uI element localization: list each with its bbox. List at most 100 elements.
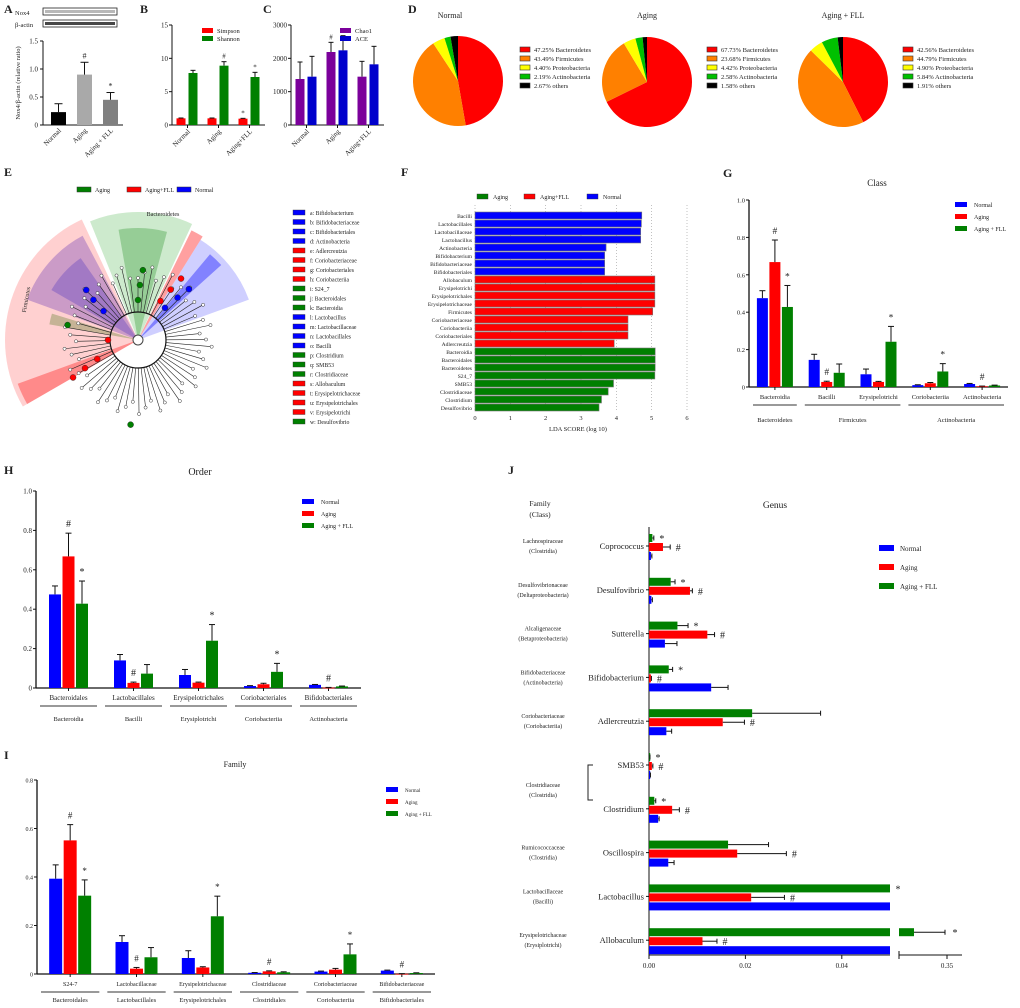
i-significance-mark: # (400, 960, 405, 970)
e-leaf-node (179, 285, 183, 290)
d-pie-slice-proteobacteria (433, 38, 458, 81)
j-x-tick-label: 0.04 (836, 962, 849, 970)
e-leaf-node (96, 400, 100, 405)
b-bar-simpson (238, 118, 248, 125)
e-key-swatch (292, 238, 306, 244)
j-bar-normal (649, 902, 890, 911)
f-legend-label: Normal (603, 195, 622, 201)
g-x-tick-label: Erysipelotrichi (859, 394, 898, 401)
g-significance-mark: * (785, 272, 790, 282)
i-bar-normal (380, 970, 394, 974)
j-bar-aging-fll (649, 709, 753, 718)
e-branch (165, 333, 200, 338)
h-bar-aging (127, 682, 140, 688)
e-leaf-node (69, 352, 74, 357)
j-family-bracket (587, 764, 593, 801)
f-bar-label: Bifidobacteriaceae (430, 261, 472, 268)
h-bar-normal (244, 686, 256, 688)
f-bar (474, 371, 656, 380)
f-bar (474, 235, 642, 244)
e-branch (155, 361, 182, 393)
e-node-normal (174, 294, 181, 301)
j-family-label: (Actinobacteria) (523, 679, 562, 686)
d-legend-label: 2.58% Actinobacteria (721, 74, 777, 81)
g-bar-aging (976, 386, 988, 388)
d-legend-swatch (902, 73, 914, 80)
j-x-tick-label: 0.02 (739, 962, 752, 970)
i-bar-aging-fll (343, 954, 357, 974)
j-bar-normal (649, 814, 659, 823)
i-legend-label: Normal (405, 789, 421, 794)
g-y-tick-label: 0.2 (737, 347, 745, 354)
j-legend-swatch (879, 564, 894, 570)
g-y-tick-label: 0.6 (737, 272, 746, 279)
d-pie-slice-firmicutes (798, 50, 864, 128)
j-bar-aging-fll-break (899, 928, 914, 937)
e-branch (70, 350, 113, 370)
e-key-label: s: Allobaculum (310, 382, 346, 388)
j-side-title: (Class) (529, 510, 551, 519)
h-bar-aging (322, 687, 335, 689)
g-x-tick-label: Coriobacteriia (912, 394, 949, 401)
c-x-tick-label: Aging+FLL (343, 128, 373, 158)
e-leaf-node (193, 314, 198, 318)
i-group-label: Clostridiales (253, 997, 286, 1004)
e-key-label: a: Bifidobacterium (310, 210, 354, 217)
f-bar (474, 227, 642, 236)
h-legend-swatch (302, 499, 314, 504)
f-bar (474, 291, 656, 300)
h-significance-mark: * (275, 649, 280, 660)
j-genus-label: Bifidobacterium (588, 672, 644, 682)
e-leaf-node (193, 375, 197, 380)
e-leaf-node (85, 373, 89, 378)
j-family-label: Erysipelotrichaceae (519, 933, 567, 939)
h-group-label: Bacilli (125, 716, 143, 723)
g-bar-normal (912, 385, 924, 387)
j-bar-aging-fll (649, 796, 655, 805)
g-significance-mark: # (824, 368, 829, 378)
j-significance-mark: * (896, 884, 901, 895)
h-y-tick-label: 0.4 (23, 606, 32, 614)
e-leaf-node (113, 395, 118, 400)
j-genus-label: Desulfovibrio (597, 585, 644, 595)
d-legend-label: 4.40% Proteobacteria (534, 65, 590, 72)
e-leaf-node (179, 390, 184, 394)
e-leaf-node (128, 276, 133, 281)
e-node-aging-fll (81, 364, 89, 372)
panel-label: D (408, 2, 417, 16)
h-bar-normal (49, 594, 61, 688)
e-branch (90, 359, 119, 390)
e-leaf-node (166, 392, 170, 397)
e-node-normal (185, 285, 193, 293)
j-x-tick-label: 0.35 (941, 962, 954, 970)
d-pie-slice-bacteroidetes (606, 37, 692, 127)
h-group-label: Erysiplotrichi (181, 716, 217, 723)
g-bar-aging-fll (937, 371, 949, 387)
e-branch (161, 355, 196, 378)
c-x-tick-label: Normal (290, 128, 311, 149)
f-bar (474, 251, 605, 260)
i-bar-aging-fll (144, 957, 158, 974)
h-significance-mark: # (131, 668, 136, 679)
i-bar-aging-fll (409, 973, 423, 974)
b-y-tick-label: 10 (161, 55, 169, 63)
e-branch (163, 315, 196, 330)
g-bar-aging (873, 381, 884, 387)
e-key-label: n: Lactobacillales (310, 335, 352, 341)
panel-label: F (401, 165, 408, 179)
e-leaf-node (83, 304, 88, 309)
f-legend-label: Aging+FLL (540, 195, 569, 201)
panel-label: C (263, 2, 272, 16)
b-bar-simpson (176, 118, 186, 125)
e-branch (140, 272, 145, 313)
d-legend-swatch (519, 82, 531, 89)
e-branch (64, 343, 111, 350)
e-leaf-node (114, 273, 119, 278)
e-clade-clostridiaceae (49, 313, 138, 340)
e-key-label: f: Coriobacteriaceae (310, 258, 357, 265)
h-bar-aging-fll (141, 673, 153, 688)
g-legend-swatch (955, 226, 967, 231)
i-significance-mark: * (348, 930, 353, 940)
i-x-tick-label: Bifidobacteriaceae (379, 981, 424, 988)
